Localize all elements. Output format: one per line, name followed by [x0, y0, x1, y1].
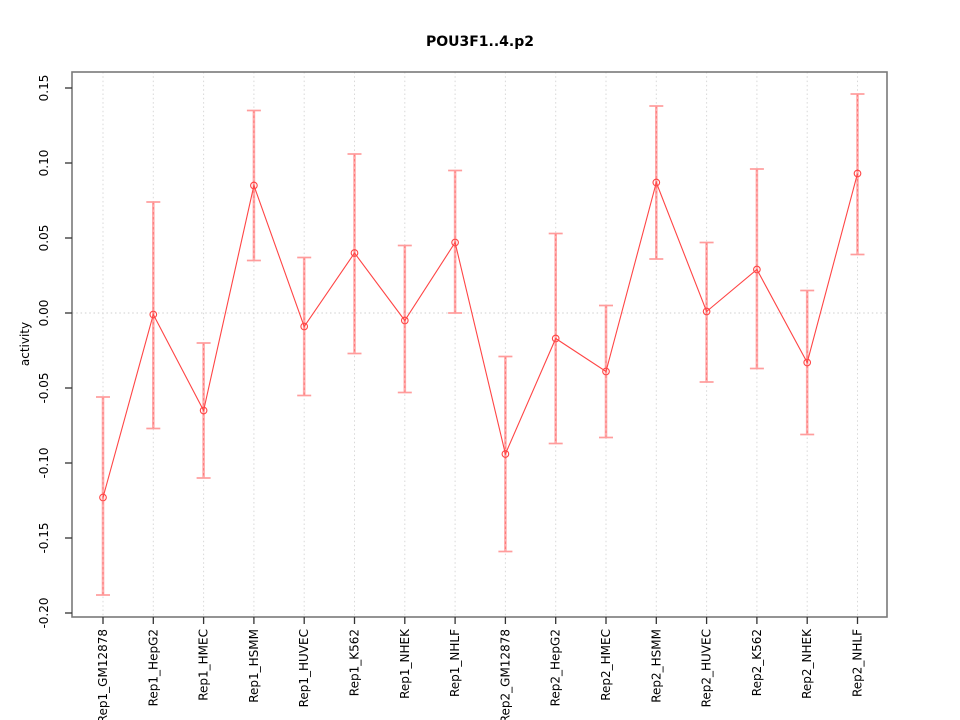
x-tick-label: Rep1_NHEK — [398, 628, 412, 699]
x-tick-label: Rep2_GM12878 — [498, 629, 512, 720]
data-point — [702, 307, 711, 316]
y-tick-label: -0.15 — [37, 522, 51, 553]
chart-title: POU3F1..4.p2 — [426, 34, 534, 50]
y-axis-label: activity — [18, 322, 32, 366]
data-point — [501, 450, 510, 458]
error-bar — [397, 244, 412, 394]
x-tick-label: Rep1_NHLF — [448, 629, 462, 697]
error-bar — [749, 168, 764, 370]
x-tick-label: Rep1_HMEC — [197, 629, 211, 701]
data-point — [451, 238, 459, 247]
data-point — [400, 316, 409, 325]
data-point — [350, 249, 359, 257]
x-tick-label: Rep2_K562 — [750, 629, 764, 696]
errorbar-layer — [96, 93, 865, 596]
data-point — [99, 493, 107, 502]
x-tick-label: Rep2_HMEC — [599, 629, 613, 701]
x-tick-label: Rep2_NHEK — [800, 628, 814, 699]
x-tick-label: Rep2_NHLF — [851, 629, 865, 697]
data-point — [803, 358, 812, 367]
plot-border — [71, 71, 888, 618]
x-tick-label: Rep1_K562 — [348, 629, 362, 696]
series-line — [102, 173, 859, 498]
data-point — [602, 367, 610, 376]
y-tick-label: -0.20 — [37, 597, 51, 628]
data-point — [853, 169, 862, 178]
x-tick-label: Rep1_HepG2 — [146, 629, 160, 706]
y-tick-label: 0.10 — [37, 150, 51, 177]
data-point-layer — [99, 169, 862, 502]
x-tick-label: Rep1_HUVEC — [297, 629, 311, 707]
y-tick-label: -0.10 — [37, 447, 51, 478]
data-point — [753, 265, 761, 274]
data-point — [652, 178, 661, 187]
y-tick-label: 0.15 — [37, 75, 51, 102]
y-tick-label: -0.05 — [37, 372, 51, 403]
data-point — [300, 322, 309, 331]
x-tick-label: Rep2_HSMM — [649, 629, 663, 703]
series-line-layer — [102, 173, 859, 498]
y-tick-label: 0.00 — [37, 300, 51, 327]
data-point — [250, 181, 258, 190]
x-tick-label: Rep1_HSMM — [247, 629, 261, 703]
error-bar — [699, 241, 714, 383]
x-tick-label: Rep2_HUVEC — [700, 629, 714, 707]
x-tick-label: Rep2_HepG2 — [549, 629, 563, 706]
data-point — [149, 310, 158, 319]
axis-layer: 0.15 0.10 0.05 0.00 -0.05 -0.10 -0.15 -0.20 Rep1… — [37, 75, 865, 720]
y-tick-label: 0.05 — [37, 225, 51, 252]
data-point — [551, 334, 560, 343]
data-point — [199, 406, 208, 415]
x-tick-label: Rep1_GM12878 — [96, 629, 110, 720]
